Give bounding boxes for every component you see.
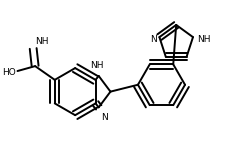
Text: NH: NH	[90, 61, 104, 70]
Text: HO: HO	[2, 68, 15, 77]
Text: N: N	[150, 35, 156, 44]
Text: NH: NH	[35, 37, 49, 46]
Text: N: N	[101, 113, 107, 122]
Text: NH: NH	[197, 35, 210, 44]
